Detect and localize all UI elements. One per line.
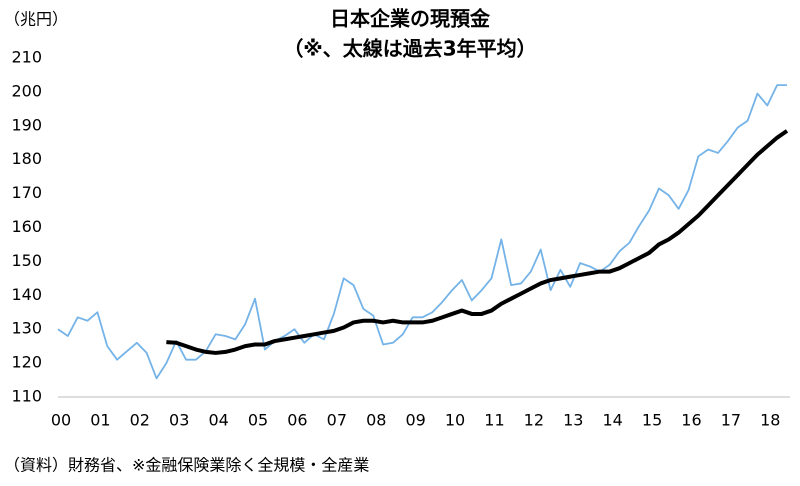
x-tick-label: 00 xyxy=(51,411,71,430)
chart-title: 日本企業の現預金 xyxy=(330,7,491,31)
data-line xyxy=(57,84,787,380)
x-tick-label: 01 xyxy=(90,411,110,430)
source-note: （資料）財務省、※金融保険業除く全規模・全産業 xyxy=(4,456,369,475)
x-tick-label: 18 xyxy=(760,411,780,430)
y-axis-label: （兆円） xyxy=(4,10,68,29)
y-tick-label: 170 xyxy=(11,183,42,202)
y-tick-label: 200 xyxy=(11,81,42,100)
x-tick-label: 13 xyxy=(563,411,583,430)
data-line xyxy=(166,129,789,355)
x-tick-label: 07 xyxy=(327,411,347,430)
x-tick-label: 08 xyxy=(366,411,386,430)
x-tick-label: 10 xyxy=(445,411,465,430)
x-tick-label: 02 xyxy=(130,411,150,430)
x-tick-label: 06 xyxy=(287,411,307,430)
y-tick-label: 210 xyxy=(11,48,42,67)
x-tick-label: 04 xyxy=(208,411,228,430)
y-tick-label: 120 xyxy=(11,353,42,372)
chart-subtitle: （※、太線は過去3年平均） xyxy=(283,37,536,61)
x-tick-label: 12 xyxy=(524,411,544,430)
x-tick-label: 17 xyxy=(721,411,741,430)
x-tick-label: 03 xyxy=(169,411,189,430)
y-tick-label: 110 xyxy=(11,387,42,406)
x-tick-label: 14 xyxy=(602,411,622,430)
x-tick-label: 15 xyxy=(642,411,662,430)
x-tick-label: 16 xyxy=(681,411,701,430)
y-tick-label: 180 xyxy=(11,149,42,168)
x-tick-label: 09 xyxy=(405,411,425,430)
x-tick-label: 11 xyxy=(484,411,504,430)
y-tick-label: 190 xyxy=(11,115,42,134)
y-tick-label: 140 xyxy=(11,285,42,304)
y-tick-label: 150 xyxy=(11,251,42,270)
y-tick-label: 160 xyxy=(11,217,42,236)
y-tick-label: 130 xyxy=(11,319,42,338)
x-tick-label: 05 xyxy=(248,411,268,430)
